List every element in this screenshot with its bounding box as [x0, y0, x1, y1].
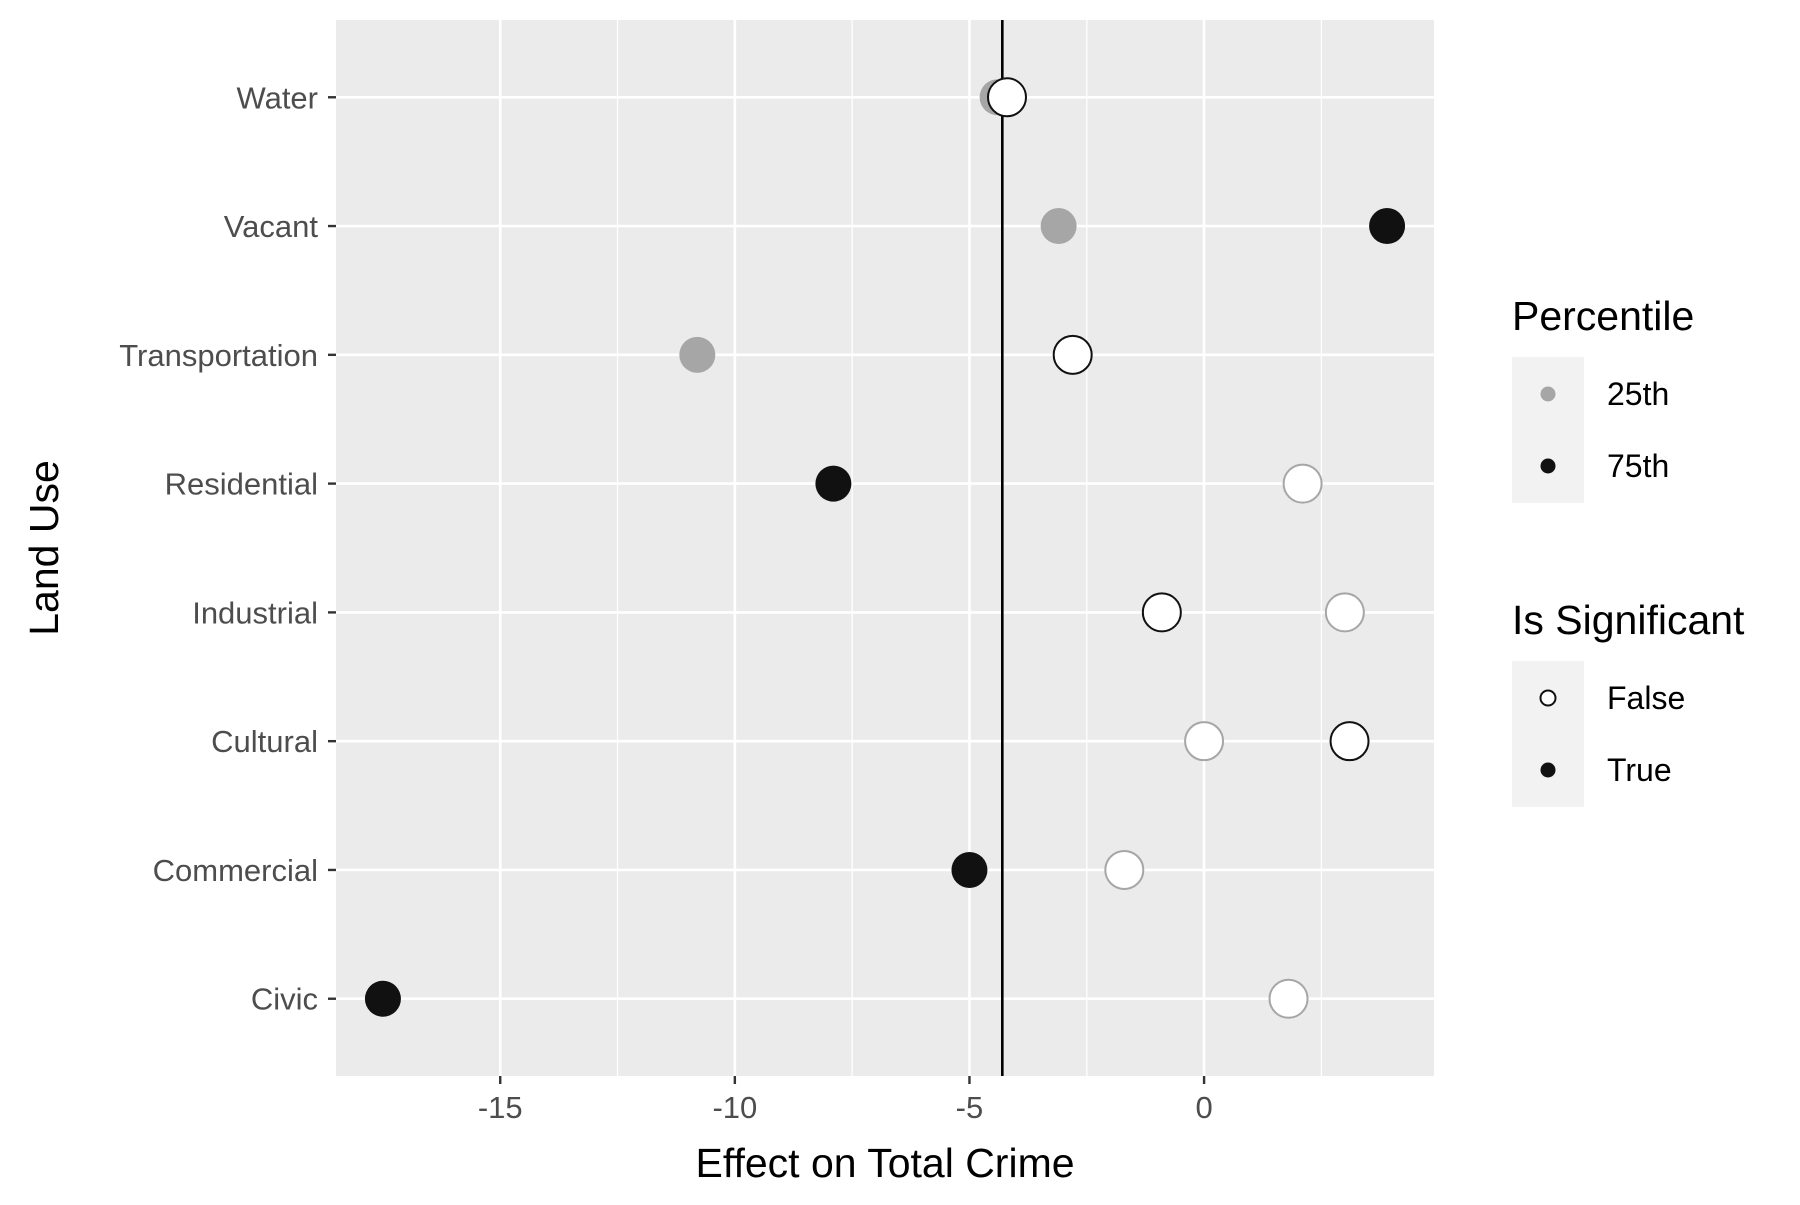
legend-key [1540, 386, 1556, 402]
data-point [1324, 592, 1365, 633]
y-tick-label: Water [236, 80, 318, 115]
x-tick-label: -15 [478, 1090, 523, 1125]
data-point [679, 336, 716, 373]
y-tick-label: Vacant [224, 209, 319, 244]
legend-title: Is Significant [1512, 597, 1745, 643]
data-point [815, 465, 852, 502]
legend-key [1540, 458, 1556, 474]
data-point [1104, 849, 1145, 890]
legend-label: 75th [1607, 448, 1669, 484]
data-point [1141, 592, 1182, 633]
data-point [1329, 721, 1370, 762]
grid-lines [336, 20, 1434, 1076]
y-tick-label: Residential [165, 467, 318, 502]
data-point [987, 77, 1027, 118]
legend-key-background [1512, 661, 1584, 807]
data-point [1282, 463, 1323, 504]
data-points [364, 77, 1406, 1019]
x-tick-label: -10 [712, 1090, 757, 1125]
legend: Percentile 25th 75th Is Significant False Tru… [1512, 293, 1745, 807]
y-tick-label: Transportation [119, 338, 318, 373]
data-point [1052, 334, 1093, 375]
plot-panel [336, 20, 1434, 1076]
data-point [1184, 721, 1225, 762]
data-point [951, 851, 988, 888]
y-tick-label: Commercial [153, 853, 318, 888]
legend-label: 25th [1607, 376, 1669, 412]
data-point [364, 980, 401, 1017]
legend-key [1540, 762, 1556, 778]
x-axis-title: Effect on Total Crime [695, 1140, 1074, 1186]
x-tick-label: 0 [1195, 1090, 1212, 1125]
axes: -15 -10 -5 0 Civic Commercial Cultural Industri… [119, 80, 1212, 1125]
data-point [1369, 208, 1406, 245]
y-tick-label: Industrial [192, 595, 318, 630]
y-axis-title: Land Use [21, 460, 67, 636]
legend-title: Percentile [1512, 293, 1694, 339]
x-tick-label: -5 [956, 1090, 984, 1125]
y-tick-label: Civic [251, 982, 318, 1017]
y-tick-label: Cultural [211, 724, 318, 759]
data-point [1268, 978, 1309, 1019]
legend-key-background [1512, 357, 1584, 503]
data-point [1040, 208, 1077, 245]
legend-label: False [1607, 680, 1685, 716]
legend-label: True [1607, 752, 1672, 788]
legend-key [1539, 689, 1557, 707]
